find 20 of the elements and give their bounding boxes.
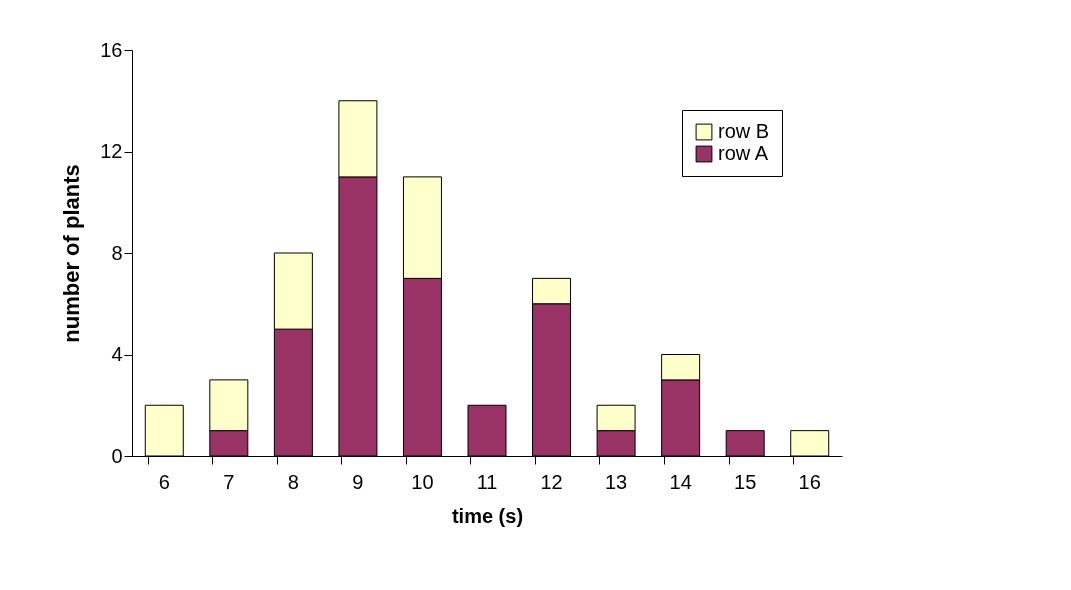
x-tick-label: 6 xyxy=(158,470,170,493)
x-tick-label: 16 xyxy=(798,470,821,493)
x-tick-label: 15 xyxy=(734,470,757,493)
x-axis-title: time (s) xyxy=(451,504,524,527)
y-tick-label: 0 xyxy=(111,444,123,467)
y-tick-label: 16 xyxy=(100,38,123,61)
x-tick-label: 7 xyxy=(223,470,235,493)
x-tick-label: 11 xyxy=(476,470,498,493)
legend-label: row A xyxy=(718,142,769,164)
x-tick-label: 12 xyxy=(540,470,563,493)
y-tick-label: 12 xyxy=(100,140,123,162)
y-tick-label: 4 xyxy=(111,343,123,365)
y-axis-title: number of plants xyxy=(59,164,85,343)
y-tick-label: 8 xyxy=(111,241,123,264)
x-tick-label: 9 xyxy=(352,470,364,493)
x-tick-label: 14 xyxy=(669,470,692,493)
x-tick-label: 10 xyxy=(411,470,434,493)
x-tick-label: 13 xyxy=(604,470,628,493)
x-tick-label: 8 xyxy=(287,470,299,493)
legend-label: row B xyxy=(718,120,770,142)
